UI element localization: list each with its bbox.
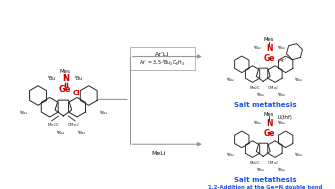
Text: $^t$Bu: $^t$Bu <box>277 91 285 100</box>
Text: $^t$Bu: $^t$Bu <box>19 110 28 118</box>
Text: Ge: Ge <box>263 129 275 138</box>
Text: CMe$_2$: CMe$_2$ <box>267 84 279 91</box>
Bar <box>130 47 195 70</box>
Text: $^t$Bu: $^t$Bu <box>256 166 265 175</box>
Text: Ge: Ge <box>263 54 275 63</box>
Text: $^t$Bu: $^t$Bu <box>56 129 65 138</box>
Text: Li(thf): Li(thf) <box>277 115 292 120</box>
Text: 1,2-Addition at the Ge=N double bond: 1,2-Addition at the Ge=N double bond <box>208 185 322 189</box>
Text: Me$_2$C: Me$_2$C <box>250 84 262 91</box>
Text: $^t$Bu: $^t$Bu <box>47 74 56 83</box>
Text: Mes: Mes <box>60 69 71 74</box>
Text: $^t$Bu: $^t$Bu <box>277 166 285 175</box>
Text: Salt metathesis: Salt metathesis <box>234 177 296 183</box>
Text: CMe$_2$: CMe$_2$ <box>67 121 79 129</box>
Text: $^t$Bu: $^t$Bu <box>277 120 285 128</box>
Text: $^t$Bu: $^t$Bu <box>77 129 85 138</box>
Text: Cl: Cl <box>72 90 80 96</box>
Text: $^t$Bu: $^t$Bu <box>74 74 84 83</box>
Text: Ge: Ge <box>59 85 72 94</box>
Text: Mes: Mes <box>264 112 274 117</box>
Text: Ar’: Ar’ <box>278 58 286 63</box>
Text: N: N <box>266 44 272 53</box>
Text: $^t$Bu: $^t$Bu <box>99 110 108 118</box>
Text: Me$_2$C: Me$_2$C <box>47 121 60 129</box>
Text: $^t$Bu: $^t$Bu <box>256 91 265 100</box>
Text: N: N <box>62 74 69 83</box>
Text: Ar’ = 3,5-$^t$Bu$_2$C$_6$H$_3$: Ar’ = 3,5-$^t$Bu$_2$C$_6$H$_3$ <box>139 58 185 68</box>
Text: N: N <box>266 119 272 128</box>
Text: $^t$Bu: $^t$Bu <box>226 152 234 160</box>
Text: $^t$Bu: $^t$Bu <box>253 45 262 53</box>
Text: Me$_2$C: Me$_2$C <box>250 159 262 167</box>
Text: Salt metathesis: Salt metathesis <box>234 102 296 108</box>
Text: $^t$Bu: $^t$Bu <box>294 77 303 85</box>
Text: Ar’Li: Ar’Li <box>155 52 170 57</box>
Text: $^t$Bu: $^t$Bu <box>277 45 285 53</box>
Text: $^t$Bu: $^t$Bu <box>294 152 303 160</box>
Text: CMe$_2$: CMe$_2$ <box>267 159 279 167</box>
Text: $^t$Bu: $^t$Bu <box>226 77 234 85</box>
Text: Mes: Mes <box>264 37 274 43</box>
Text: MeLi: MeLi <box>152 151 166 156</box>
Text: $^t$Bu: $^t$Bu <box>253 120 262 128</box>
